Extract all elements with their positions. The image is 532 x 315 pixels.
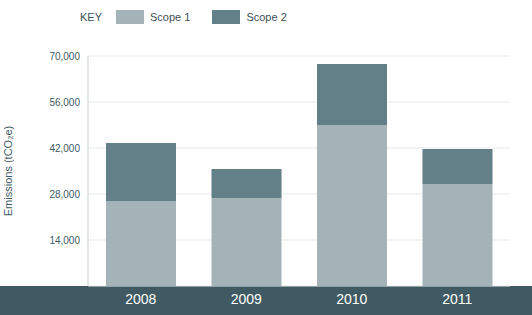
html-text:KEY: KEY: [80, 11, 102, 23]
svg-text:70,000: 70,000: [49, 51, 80, 62]
svg-text:14,000: 14,000: [49, 235, 80, 246]
html-text:Scope 2: Scope 2: [246, 11, 287, 23]
svg-text:Emissions (tCO₂e): Emissions (tCO₂e): [8, 126, 14, 216]
svg-text:2010: 2010: [336, 291, 367, 307]
svg-text:2009: 2009: [231, 291, 262, 307]
svg-text:28,000: 28,000: [49, 189, 80, 200]
svg-text:2011: 2011: [442, 291, 472, 307]
svg-text:42,000: 42,000: [49, 143, 80, 154]
svg-text:2008: 2008: [125, 291, 156, 307]
svg-text:56,000: 56,000: [49, 97, 80, 108]
html-text:Scope 1: Scope 1: [150, 11, 191, 23]
